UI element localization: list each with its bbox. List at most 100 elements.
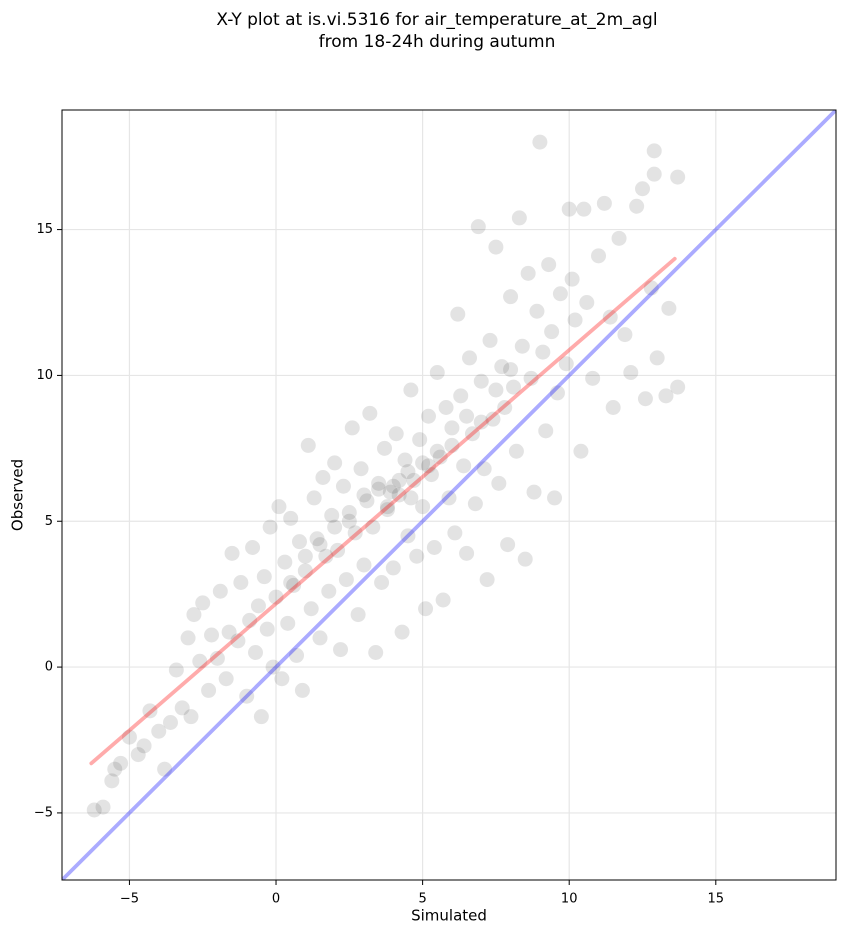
point — [470, 219, 486, 235]
point — [107, 761, 123, 777]
point — [473, 373, 489, 389]
point — [297, 563, 313, 579]
point — [503, 289, 519, 305]
point — [250, 598, 266, 614]
point — [168, 662, 184, 678]
point — [327, 455, 343, 471]
point — [623, 365, 639, 380]
point — [564, 271, 580, 287]
point — [447, 525, 463, 541]
chart-title: from 18-24h during autumn — [319, 32, 556, 52]
y-axis-label: Observed — [9, 459, 27, 531]
point — [294, 682, 310, 698]
point — [585, 370, 601, 386]
point — [423, 467, 439, 483]
point — [459, 545, 475, 561]
point — [265, 659, 281, 675]
point — [500, 537, 516, 553]
point — [670, 379, 686, 395]
point — [602, 309, 618, 325]
point — [532, 134, 548, 150]
x-tick-label: 10 — [561, 892, 578, 907]
point — [611, 230, 627, 246]
chart-title: X-Y plot at is.vi.5316 for air_temperatu… — [216, 10, 657, 30]
point — [362, 405, 378, 421]
point — [245, 540, 261, 555]
point — [511, 210, 527, 226]
point — [473, 414, 489, 430]
point — [514, 338, 530, 354]
point — [635, 181, 650, 197]
point — [242, 612, 258, 628]
point — [201, 682, 217, 698]
point — [195, 595, 211, 611]
point — [377, 440, 392, 456]
point — [271, 499, 287, 515]
point — [359, 493, 375, 509]
grid — [62, 110, 836, 880]
point — [508, 443, 524, 459]
ticks: −5 0 5 10 15 −5 0 5 10 15 — [34, 222, 724, 906]
point — [162, 715, 178, 730]
point — [379, 502, 395, 518]
x-tick-label: −5 — [120, 892, 139, 907]
point — [224, 545, 240, 561]
point — [576, 201, 592, 217]
point — [347, 525, 363, 541]
point — [629, 198, 645, 214]
point — [341, 505, 357, 520]
point — [391, 472, 407, 488]
point — [353, 461, 369, 477]
point — [646, 166, 662, 182]
point — [464, 426, 480, 442]
point — [479, 572, 495, 588]
point — [503, 362, 519, 378]
reference-line — [62, 110, 836, 880]
point — [95, 799, 111, 815]
point — [330, 542, 346, 558]
point — [142, 703, 158, 719]
point — [661, 300, 677, 316]
point — [462, 350, 478, 366]
point — [315, 470, 331, 485]
point — [300, 437, 316, 453]
point — [391, 487, 407, 503]
point — [535, 344, 551, 360]
point — [491, 475, 507, 491]
point — [248, 645, 263, 660]
point — [517, 551, 533, 567]
y-tick-label: 15 — [36, 222, 53, 237]
y-tick-label: 5 — [45, 514, 53, 529]
point — [136, 738, 152, 754]
point — [274, 671, 290, 687]
point — [567, 312, 583, 328]
point — [453, 388, 469, 404]
point — [283, 510, 299, 526]
x-tick-label: 5 — [418, 892, 426, 907]
point — [459, 408, 475, 424]
point — [104, 773, 120, 789]
point — [549, 385, 565, 401]
point — [382, 484, 398, 500]
point — [385, 478, 401, 494]
point — [183, 709, 199, 725]
point — [573, 443, 589, 459]
point — [327, 519, 343, 535]
point — [488, 239, 504, 255]
plot-frame — [61, 109, 837, 881]
x-tick-label: 15 — [708, 892, 725, 907]
point — [312, 630, 328, 646]
point — [432, 449, 448, 465]
point — [233, 575, 249, 590]
point — [262, 519, 278, 535]
point — [350, 607, 366, 623]
point — [379, 499, 395, 515]
point — [113, 755, 129, 771]
point — [558, 356, 574, 372]
point — [467, 496, 483, 512]
point — [321, 583, 337, 599]
point — [333, 642, 349, 658]
point — [306, 490, 322, 506]
point — [218, 671, 234, 687]
point — [403, 490, 419, 506]
